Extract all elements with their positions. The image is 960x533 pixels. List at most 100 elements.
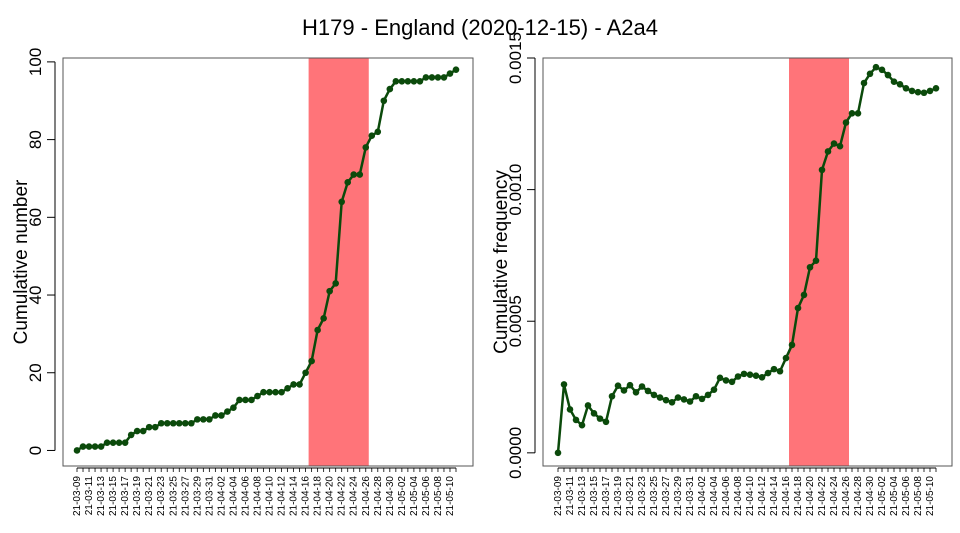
data-point <box>79 443 87 450</box>
data-point <box>746 371 754 378</box>
x-tick-label: 21-05-06 <box>421 476 432 516</box>
data-point <box>866 70 874 78</box>
x-tick-label: 21-04-08 <box>733 476 744 516</box>
data-point <box>386 85 394 93</box>
x-tick-label: 21-05-10 <box>445 476 456 516</box>
x-tick-label: 21-04-04 <box>228 476 239 516</box>
data-point <box>145 423 153 431</box>
data-point <box>692 392 700 400</box>
data-point <box>188 419 195 427</box>
data-point <box>398 78 406 85</box>
x-tick-label: 21-04-14 <box>769 476 780 516</box>
x-tick-label: 21-04-08 <box>252 476 263 516</box>
data-point <box>602 418 610 426</box>
data-point <box>752 372 760 380</box>
data-point <box>320 315 327 322</box>
x-tick-label: 21-04-24 <box>829 476 840 516</box>
data-point <box>848 109 856 117</box>
data-point <box>734 373 742 380</box>
data-point <box>121 439 129 446</box>
data-point <box>812 257 820 264</box>
data-point <box>200 416 207 423</box>
x-tick-label: 21-04-20 <box>805 476 816 516</box>
y-tick-label: 80 <box>26 130 45 149</box>
data-point <box>127 431 135 439</box>
x-tick-label: 21-04-30 <box>865 476 876 516</box>
x-tick-label: 21-04-22 <box>817 476 828 516</box>
data-point <box>824 148 832 155</box>
x-tick-label: 21-03-25 <box>649 476 660 516</box>
data-point <box>446 70 454 77</box>
data-point <box>668 398 676 406</box>
data-point <box>272 388 279 396</box>
data-point <box>878 66 886 74</box>
data-point <box>296 381 303 388</box>
data-point <box>830 140 838 147</box>
data-point <box>374 128 382 136</box>
data-point <box>440 74 448 81</box>
x-tick-label: 21-04-06 <box>240 476 251 516</box>
data-point <box>674 394 682 401</box>
data-point <box>368 132 376 140</box>
data-point <box>163 419 171 427</box>
data-point <box>139 427 147 435</box>
data-point <box>332 280 339 287</box>
x-tick-label: 21-05-04 <box>889 476 900 516</box>
x-tick-label: 21-04-28 <box>373 476 384 516</box>
data-point <box>380 97 388 105</box>
data-point <box>770 365 778 373</box>
x-tick-label: 21-03-19 <box>132 476 143 516</box>
y-tick-label: 40 <box>26 286 45 305</box>
x-tick-label: 21-04-14 <box>289 476 300 516</box>
x-tick-label: 21-04-10 <box>745 476 756 516</box>
data-point <box>428 74 436 81</box>
x-tick-label: 21-04-06 <box>721 476 732 516</box>
data-point <box>920 89 928 97</box>
x-tick-label: 21-04-18 <box>793 476 804 516</box>
data-point <box>85 443 93 450</box>
data-point <box>758 373 766 381</box>
data-point <box>344 179 352 186</box>
data-point <box>908 87 916 95</box>
data-point <box>926 87 934 95</box>
x-tick-label: 21-03-13 <box>96 476 107 516</box>
y-axis-label: Cumulative number <box>11 179 32 344</box>
x-tick-label: 21-04-26 <box>361 476 372 516</box>
data-point <box>626 381 634 389</box>
data-point <box>175 419 183 427</box>
data-point <box>704 391 712 399</box>
x-tick-label: 21-03-23 <box>156 476 167 516</box>
x-tick-label: 21-05-02 <box>877 476 888 516</box>
data-point <box>686 398 694 405</box>
y-axis-label: Cumulative frequency <box>491 170 512 354</box>
data-point <box>242 396 249 404</box>
data-point <box>416 78 424 85</box>
data-point <box>890 78 898 85</box>
data-point <box>206 416 213 423</box>
data-point <box>776 367 784 375</box>
data-point <box>338 198 345 206</box>
data-point <box>722 377 730 384</box>
data-point <box>314 326 321 334</box>
x-tick-label: 21-04-02 <box>697 476 708 516</box>
x-tick-label: 21-03-21 <box>144 476 155 516</box>
data-point <box>902 84 910 92</box>
data-point <box>392 78 400 85</box>
x-tick-label: 21-04-28 <box>853 476 864 516</box>
data-point <box>115 439 123 446</box>
data-point <box>266 388 273 396</box>
x-tick-label: 21-03-27 <box>661 476 672 516</box>
x-tick-label: 21-03-25 <box>168 476 179 516</box>
data-point <box>608 392 616 400</box>
x-tick-label: 21-03-09 <box>553 476 564 516</box>
x-tick-label: 21-04-12 <box>277 476 288 516</box>
data-point <box>560 381 568 388</box>
data-point <box>218 412 225 419</box>
plot-frame <box>542 57 953 467</box>
x-tick-label: 21-04-30 <box>385 476 396 516</box>
data-point <box>632 388 640 396</box>
x-tick-label: 21-03-15 <box>589 476 600 516</box>
data-point <box>584 402 592 409</box>
x-tick-label: 21-04-20 <box>325 476 336 516</box>
